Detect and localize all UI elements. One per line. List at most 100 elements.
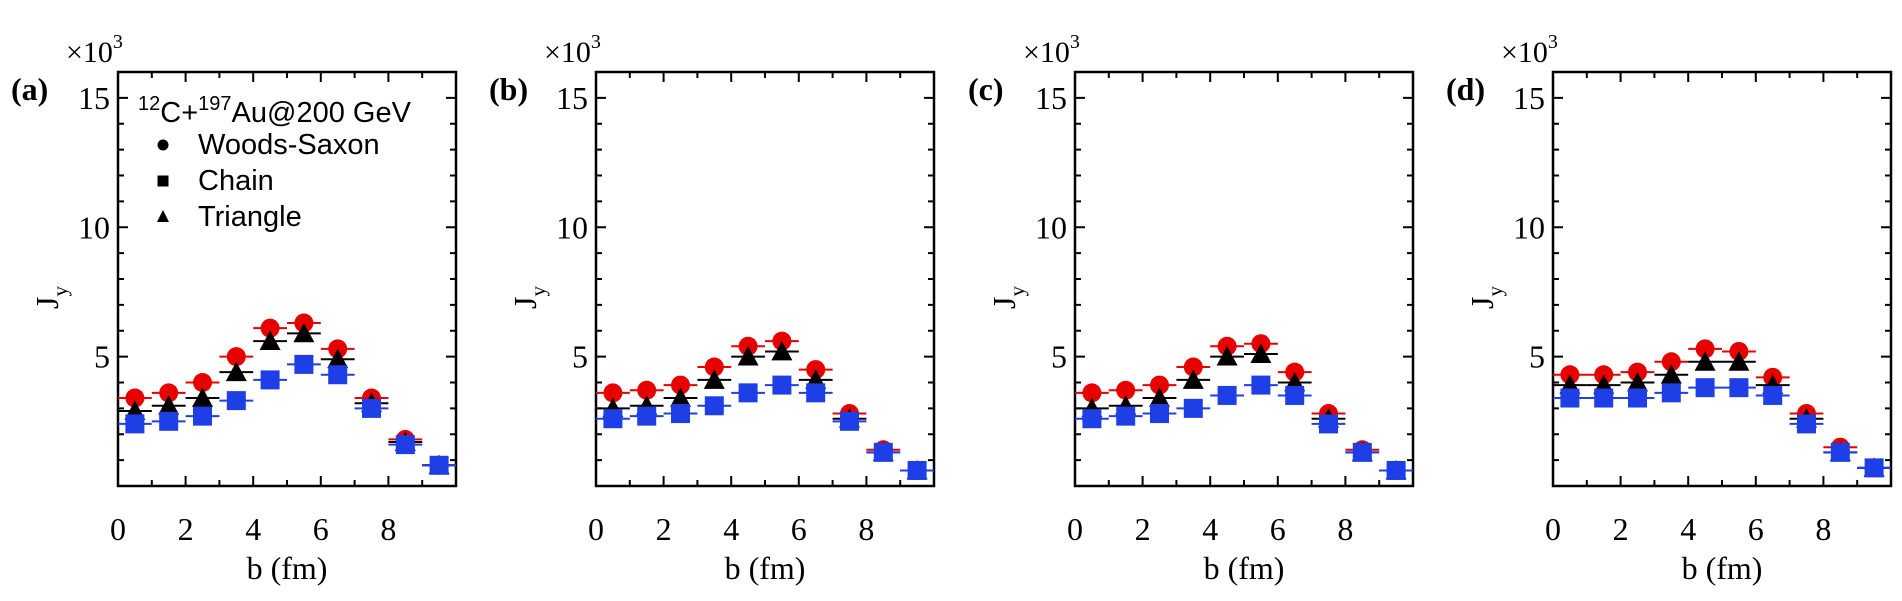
data-point (704, 396, 724, 416)
legend-marker-square (157, 175, 169, 187)
x-tick-label: 4 (245, 511, 261, 547)
data-point (1729, 378, 1749, 398)
series-chain (118, 354, 456, 475)
y-multiplier: ×103 (1023, 31, 1080, 69)
y-axis-label-sub: y (48, 286, 72, 297)
data-point (192, 387, 213, 407)
data-point (1386, 460, 1406, 480)
data-point (1728, 351, 1750, 371)
data-point (159, 411, 179, 431)
y-axis-label-sub: y (526, 286, 550, 297)
legend-title-mass2: 197 (198, 93, 231, 115)
data-point (294, 354, 314, 374)
y-tick-label: 10 (1035, 209, 1067, 245)
data-point (1830, 442, 1850, 462)
data-point (1628, 388, 1647, 408)
x-tick-label: 8 (858, 511, 874, 547)
data-point (1797, 414, 1816, 434)
data-point (327, 348, 349, 369)
data-point (1182, 369, 1204, 389)
data-point (1560, 388, 1580, 408)
data-point (670, 387, 691, 407)
data-point (1183, 357, 1203, 377)
x-axis-label: b (fm) (247, 550, 328, 586)
data-point (1660, 364, 1682, 384)
legend-marker-triangle (157, 210, 169, 222)
data-point (1149, 387, 1170, 407)
x-tick-label: 4 (1202, 511, 1218, 547)
x-tick-label: 8 (380, 511, 396, 547)
data-point (1763, 385, 1783, 405)
x-tick-label: 4 (723, 511, 739, 547)
y-tick-label: 5 (572, 339, 588, 375)
panel-label: (b) (489, 71, 528, 107)
data-point (362, 398, 381, 418)
x-tick-label: 0 (110, 511, 126, 547)
x-tick-label: 0 (1067, 511, 1083, 547)
x-tick-label: 6 (1748, 511, 1764, 547)
data-point (1251, 375, 1271, 395)
data-point (1116, 406, 1136, 426)
x-tick-label: 6 (791, 511, 807, 547)
panel-label: (d) (1446, 71, 1485, 107)
y-tick-label: 15 (556, 80, 588, 116)
y-multiplier: ×103 (66, 31, 123, 69)
data-point (704, 357, 724, 377)
y-multiplier-base: ×10 (66, 36, 113, 69)
data-point (603, 383, 623, 403)
legend-label: Chain (198, 165, 274, 197)
y-tick-label: 15 (1513, 80, 1545, 116)
data-point (1082, 409, 1102, 429)
y-tick-label: 5 (1529, 339, 1545, 375)
data-point (738, 383, 758, 403)
legend-title-mass1: 12 (138, 93, 160, 115)
y-multiplier-base: ×10 (1023, 36, 1070, 69)
x-tick-label: 2 (1135, 511, 1151, 547)
x-tick-label: 2 (178, 511, 194, 547)
data-point (328, 365, 348, 385)
legend-marker-circle (157, 139, 169, 151)
y-multiplier-exp: 3 (1070, 31, 1080, 53)
y-axis-label: Jy (29, 286, 72, 309)
data-point (772, 375, 792, 395)
panel-label: (a) (11, 71, 48, 107)
x-axis-label: b (fm) (1682, 550, 1763, 586)
plot-frame (1551, 70, 1893, 488)
y-multiplier-exp: 3 (113, 31, 123, 53)
data-point (806, 383, 826, 403)
y-multiplier-exp: 3 (591, 31, 601, 53)
legend-title: 12C+197Au@200 GeV (138, 93, 412, 129)
data-point (1217, 385, 1237, 405)
data-point (1285, 385, 1305, 405)
data-point (225, 361, 247, 382)
y-tick-label: 15 (1035, 80, 1067, 116)
panel-b: 0 2 4 6 8 5 10 15 b (fm) Jy ×103 (b) (489, 31, 936, 586)
data-point (1864, 458, 1884, 478)
data-point (1352, 442, 1372, 462)
data-point (1183, 398, 1203, 418)
data-point (1116, 380, 1136, 400)
y-axis-label: Jy (1464, 286, 1507, 309)
data-point (671, 404, 690, 424)
y-multiplier-base: ×10 (1501, 36, 1548, 69)
y-multiplier-base: ×10 (544, 36, 591, 69)
y-axis-label-sub: y (1483, 286, 1507, 297)
y-multiplier: ×103 (544, 31, 601, 69)
y-axis-label-sub: y (1005, 286, 1029, 297)
panel-a: 0 2 4 6 8 5 10 15 b (fm) Jy ×103 (a) 12C+197Au@200 G… (11, 31, 458, 586)
data-point (737, 346, 759, 366)
data-point (637, 380, 657, 400)
data-point (260, 370, 280, 390)
y-tick-label: 5 (94, 339, 110, 375)
data-point (671, 375, 690, 395)
data-point (1661, 383, 1681, 403)
y-axis-label-main: J (507, 297, 543, 309)
data-point (259, 330, 281, 351)
x-axis-label: b (fm) (1204, 550, 1285, 586)
data-point (260, 318, 280, 338)
x-tick-label: 0 (1545, 511, 1561, 547)
x-tick-label: 6 (313, 511, 329, 547)
y-axis-label: Jy (986, 286, 1029, 309)
